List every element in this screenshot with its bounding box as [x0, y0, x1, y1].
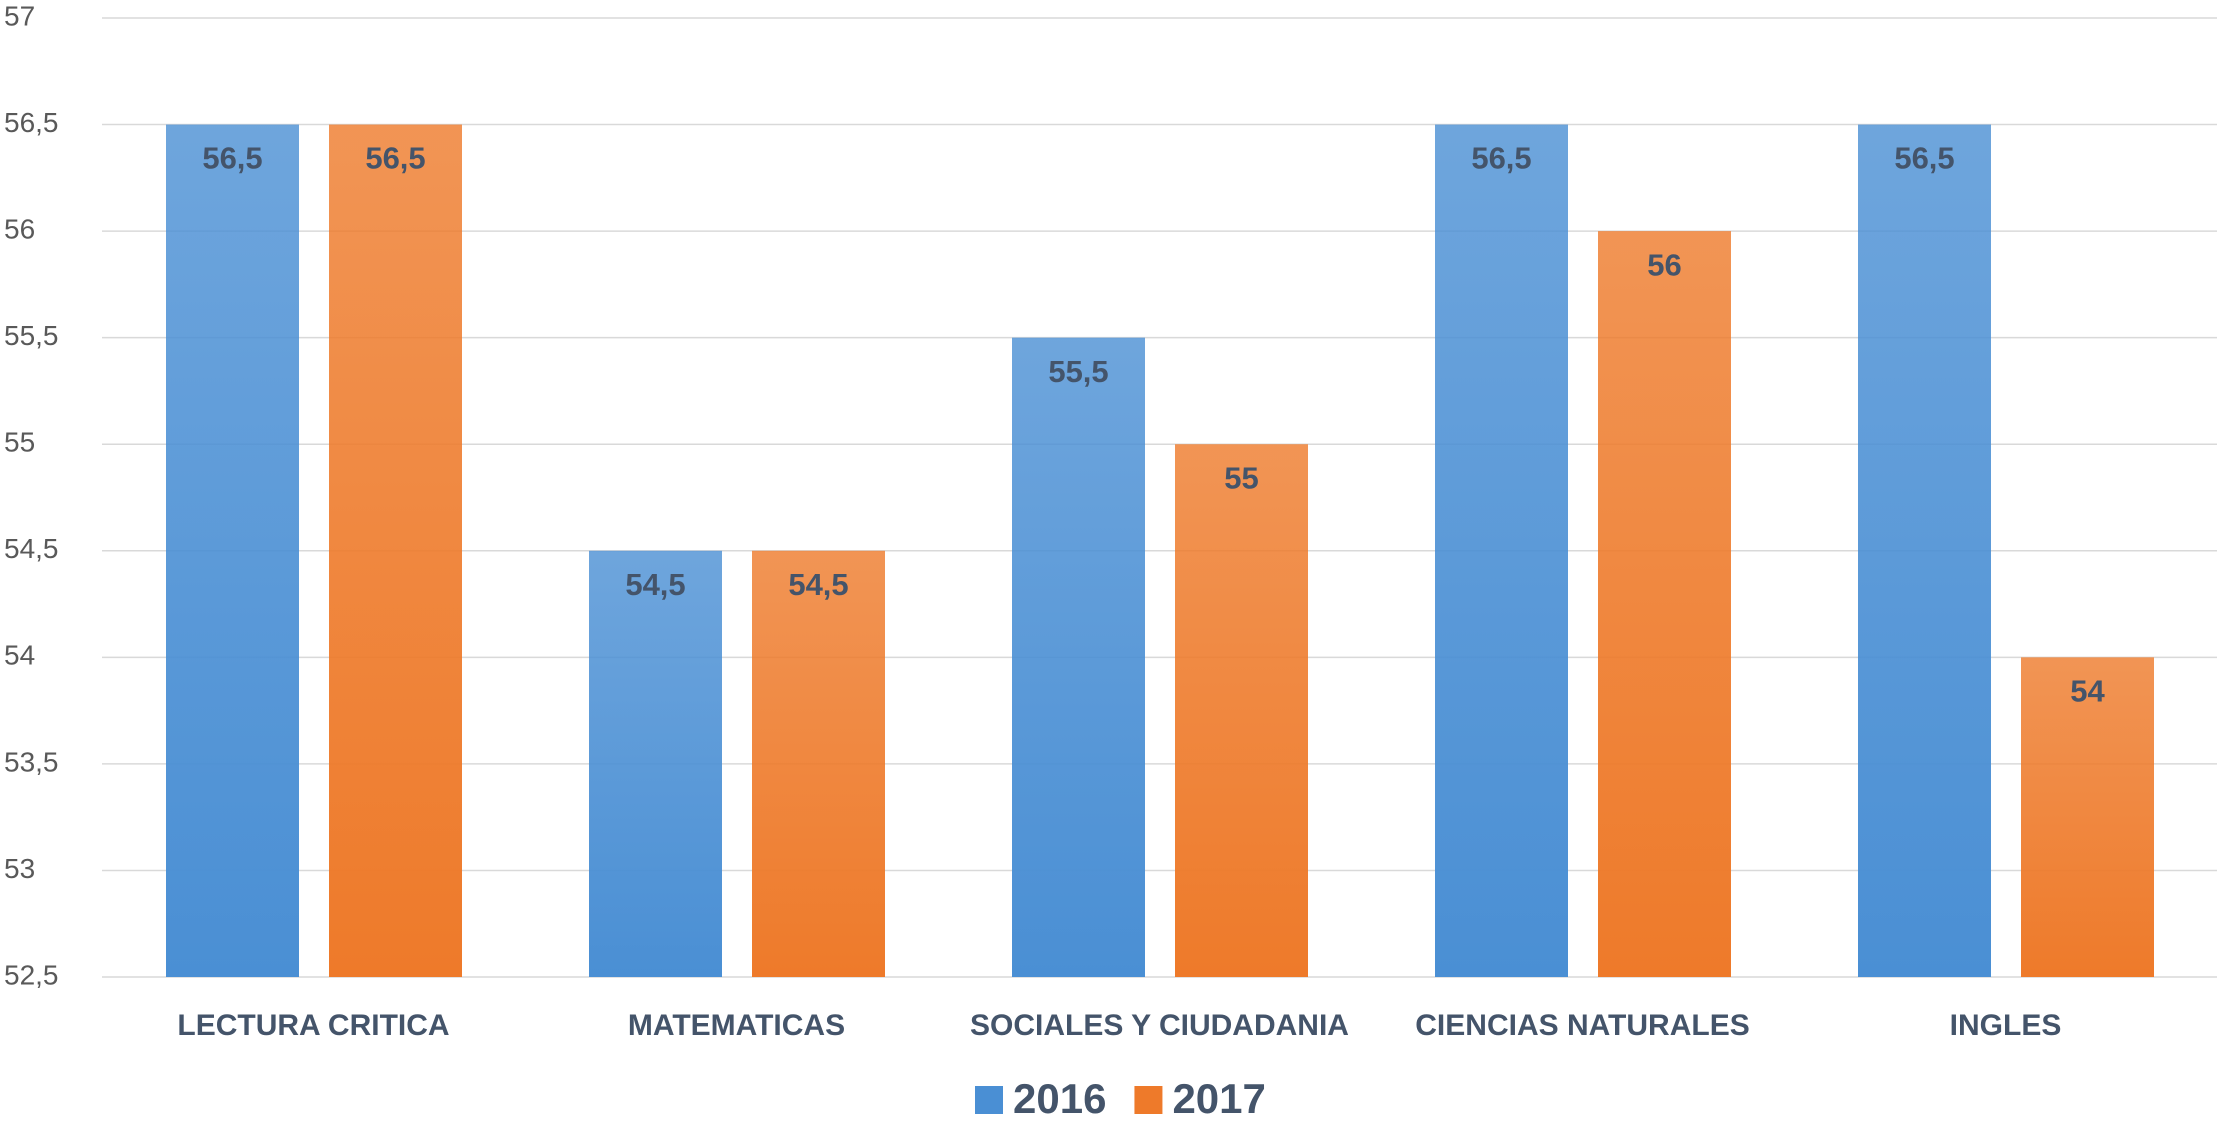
data-label: 54,5: [788, 567, 848, 602]
y-tick-label: 53: [4, 853, 35, 884]
x-tick-label: INGLES: [1950, 1009, 2062, 1042]
data-label: 56,5: [1894, 141, 1954, 176]
bar: [1435, 124, 1568, 978]
bar: [166, 124, 299, 978]
legend-swatch: [1134, 1086, 1163, 1114]
legend-swatch: [975, 1086, 1003, 1114]
x-tick-label: LECTURA CRITICA: [177, 1009, 449, 1042]
bar: [1598, 231, 1731, 978]
bar: [2021, 657, 2154, 977]
x-tick-label: SOCIALES Y CIUDADANIA: [970, 1009, 1349, 1042]
y-tick-label: 55,5: [4, 320, 59, 351]
bar: [1012, 337, 1145, 978]
legend-label: 2017: [1172, 1075, 1265, 1122]
data-label: 56,5: [202, 141, 262, 176]
y-tick-label: 53,5: [4, 746, 59, 777]
data-label: 55,5: [1048, 354, 1108, 389]
data-label: 56,5: [365, 141, 425, 176]
bar: [1175, 444, 1308, 977]
data-label: 56,5: [1471, 141, 1531, 176]
data-label: 54,5: [625, 567, 685, 602]
y-tick-label: 55: [4, 427, 35, 458]
x-tick-label: CIENCIAS NATURALES: [1415, 1009, 1749, 1042]
data-label: 56: [1647, 247, 1681, 282]
x-tick-label: MATEMATICAS: [628, 1009, 845, 1042]
y-tick-label: 56,5: [4, 107, 59, 138]
bar: [329, 124, 462, 978]
legend-label: 2016: [1013, 1075, 1106, 1122]
y-tick-label: 52,5: [4, 959, 59, 990]
y-tick-label: 54: [4, 640, 35, 671]
y-tick-label: 57: [4, 0, 35, 31]
data-label: 55: [1224, 460, 1258, 495]
y-tick-label: 54,5: [4, 533, 59, 564]
bar: [752, 550, 885, 977]
bar: [589, 550, 722, 977]
data-label: 54: [2070, 674, 2105, 709]
y-tick-label: 56: [4, 214, 35, 245]
bar: [1858, 124, 1991, 978]
